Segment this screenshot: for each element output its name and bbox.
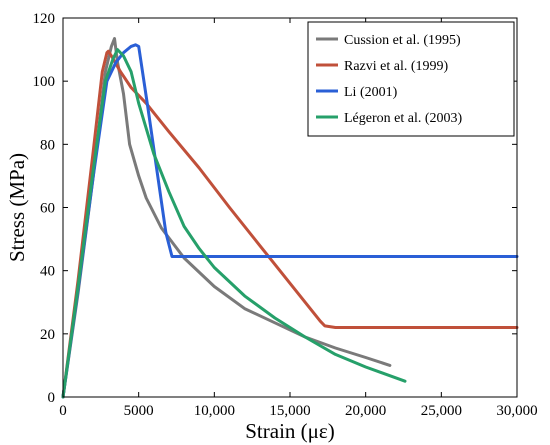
axis-ticks [62, 17, 518, 398]
legend-entry: Razvi et al. (1999) [344, 59, 449, 74]
legend-entry: Cussion et al. (1995) [344, 33, 461, 48]
legend-box [307, 21, 515, 137]
legend-entry: Li (2001) [344, 85, 398, 100]
y-axis-title: Stress (MPa) [5, 153, 29, 262]
x-tick-label: 30,000 [496, 403, 537, 419]
y-tick-label: 0 [48, 390, 56, 406]
legend-entry: Légeron et al. (2003) [344, 111, 463, 126]
series-line-3 [61, 48, 407, 399]
y-tick-label: 80 [40, 137, 55, 153]
x-tick-label: 20,000 [345, 403, 386, 419]
y-tick-label: 100 [33, 74, 56, 90]
legend: Cussion et al. (1995) Razvi et al. (1999)… [307, 21, 515, 137]
x-tick-label: 10,000 [194, 403, 235, 419]
y-tick-label: 120 [33, 11, 56, 27]
y-tick-label: 20 [40, 327, 55, 343]
x-tick-labels: 0 5000 10,000 15,000 20,000 25,000 30,000 [59, 403, 537, 419]
y-tick-label: 40 [40, 264, 55, 280]
x-axis-title: Strain (με) [245, 419, 334, 443]
y-tick-labels: 0 20 40 60 80 100 120 [33, 11, 56, 406]
y-tick-label: 60 [40, 201, 55, 217]
x-tick-label: 15,000 [269, 403, 310, 419]
series-lines [61, 37, 519, 399]
x-tick-label: 25,000 [421, 403, 462, 419]
x-tick-label: 5000 [124, 403, 154, 419]
x-tick-label: 0 [59, 403, 67, 419]
